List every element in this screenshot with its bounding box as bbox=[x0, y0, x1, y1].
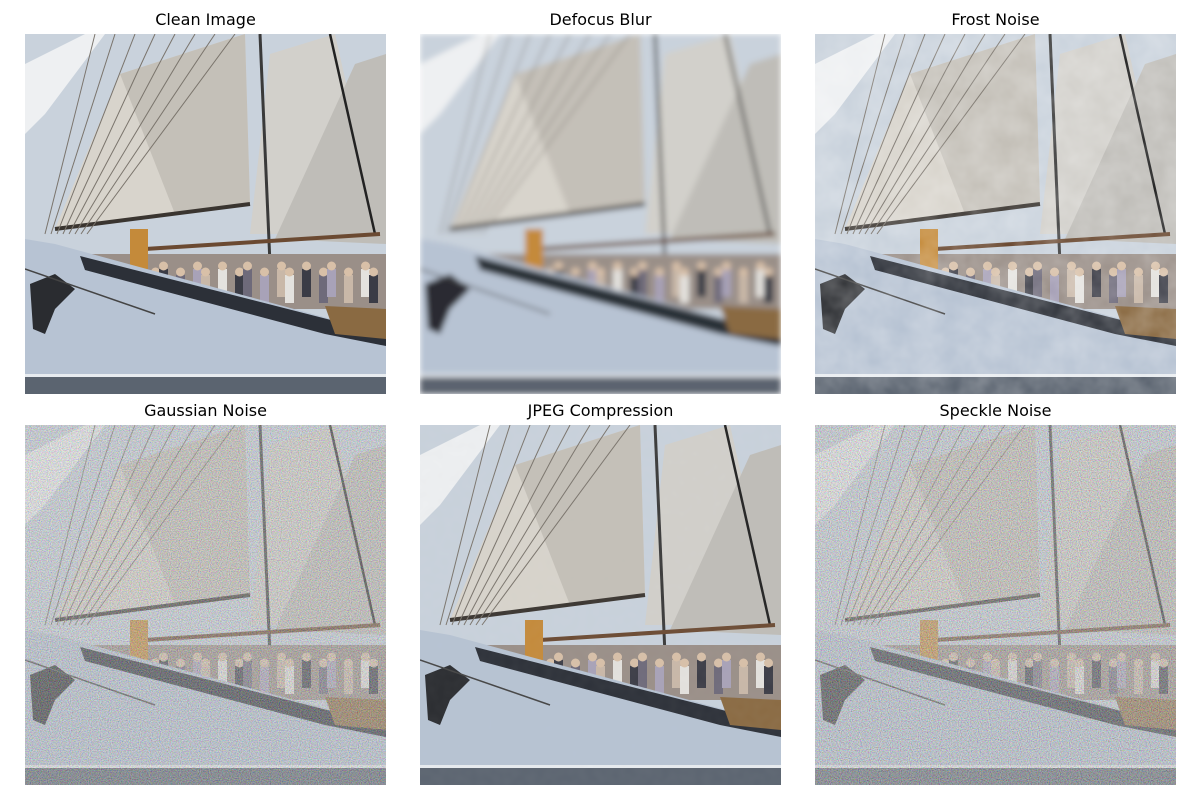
sailboat-image-clean bbox=[25, 34, 386, 394]
sailboat-image-speckle-noise bbox=[815, 425, 1176, 785]
panel-title: Frost Noise bbox=[951, 10, 1040, 29]
panel-title: Gaussian Noise bbox=[144, 401, 267, 420]
sailboat-image-gaussian-noise bbox=[25, 425, 386, 785]
panel-title: Defocus Blur bbox=[549, 10, 652, 29]
sailboat-image-defocus-blur bbox=[420, 34, 781, 394]
panel-title: Speckle Noise bbox=[939, 401, 1052, 420]
sailboat-image-jpeg-compression bbox=[420, 425, 781, 785]
panel-title: JPEG Compression bbox=[527, 401, 674, 420]
sailboat-image-frost-noise bbox=[815, 34, 1176, 394]
panel-title: Clean Image bbox=[155, 10, 256, 29]
